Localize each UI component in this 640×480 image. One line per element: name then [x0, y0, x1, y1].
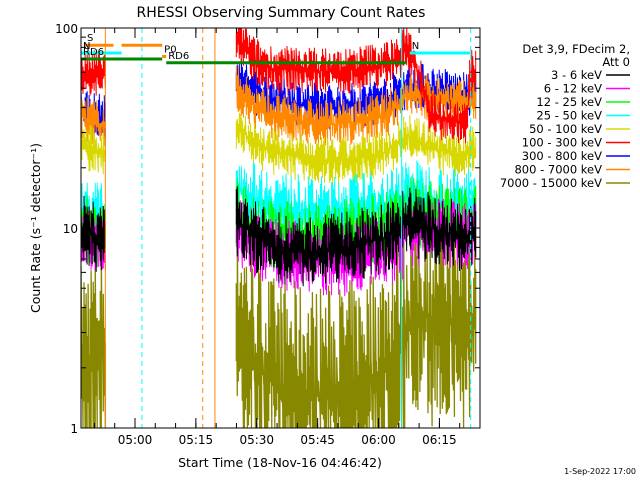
annotation-label: RD6	[83, 47, 104, 58]
series-line	[81, 211, 477, 428]
legend-header-line-2: Att 0	[602, 55, 630, 69]
series-50-100keV-kev	[81, 112, 477, 185]
series-line	[81, 28, 477, 147]
legend-entry-label: 7000 - 15000 keV	[500, 176, 602, 190]
series-100-300keV-kev	[81, 28, 477, 147]
legend-entry-label: 300 - 800 keV	[522, 149, 602, 163]
x-tick-label: 05:30	[239, 433, 274, 447]
x-axis-label: Start Time (18-Nov-16 04:46:42)	[178, 455, 382, 470]
y-axis-label: Count Rate (s⁻¹ detector⁻¹)	[28, 143, 43, 313]
x-axis: 05:00 05:15 05:30 05:45 06:00 06:15	[93, 28, 461, 447]
x-tick-label: 05:00	[118, 433, 153, 447]
x-tick-label: 06:15	[422, 433, 457, 447]
series-7000-15000keV-kev	[81, 211, 477, 428]
series-3-6keV-kev	[81, 186, 477, 287]
series-line	[81, 186, 477, 287]
footer-timestamp: 1-Sep-2022 17:00	[564, 467, 636, 476]
legend-entry-label: 6 - 12 keV	[544, 82, 602, 96]
annotation-label: N	[412, 41, 419, 52]
chart-title: RHESSI Observing Summary Count Rates	[137, 5, 426, 21]
x-tick-label: 06:00	[361, 433, 396, 447]
legend-header-line-1: Det 3,9, FDecim 2,	[522, 42, 630, 56]
x-tick-label: 05:15	[179, 433, 214, 447]
annotation-label: P0	[164, 45, 176, 56]
annotation-label: S	[87, 33, 93, 44]
legend-entry-label: 100 - 300 keV	[522, 136, 602, 150]
y-tick-label: 1	[70, 422, 78, 436]
legend-entry-label: 25 - 50 keV	[536, 109, 602, 123]
y-tick-label: 100	[55, 22, 78, 36]
y-tick-label: 10	[63, 222, 78, 236]
x-tick-label: 05:45	[300, 433, 335, 447]
legend-entry-label: 800 - 7000 keV	[514, 163, 602, 177]
series-line	[81, 112, 477, 185]
legend-entry-label: 50 - 100 keV	[529, 122, 602, 136]
legend-entry-label: 12 - 25 keV	[536, 95, 602, 109]
annotation-label: N	[83, 41, 90, 52]
legend-entry-label: 3 - 6 keV	[551, 68, 602, 82]
y-axis: 1 10 100	[55, 22, 480, 436]
annotation-label: RD6	[168, 51, 189, 62]
